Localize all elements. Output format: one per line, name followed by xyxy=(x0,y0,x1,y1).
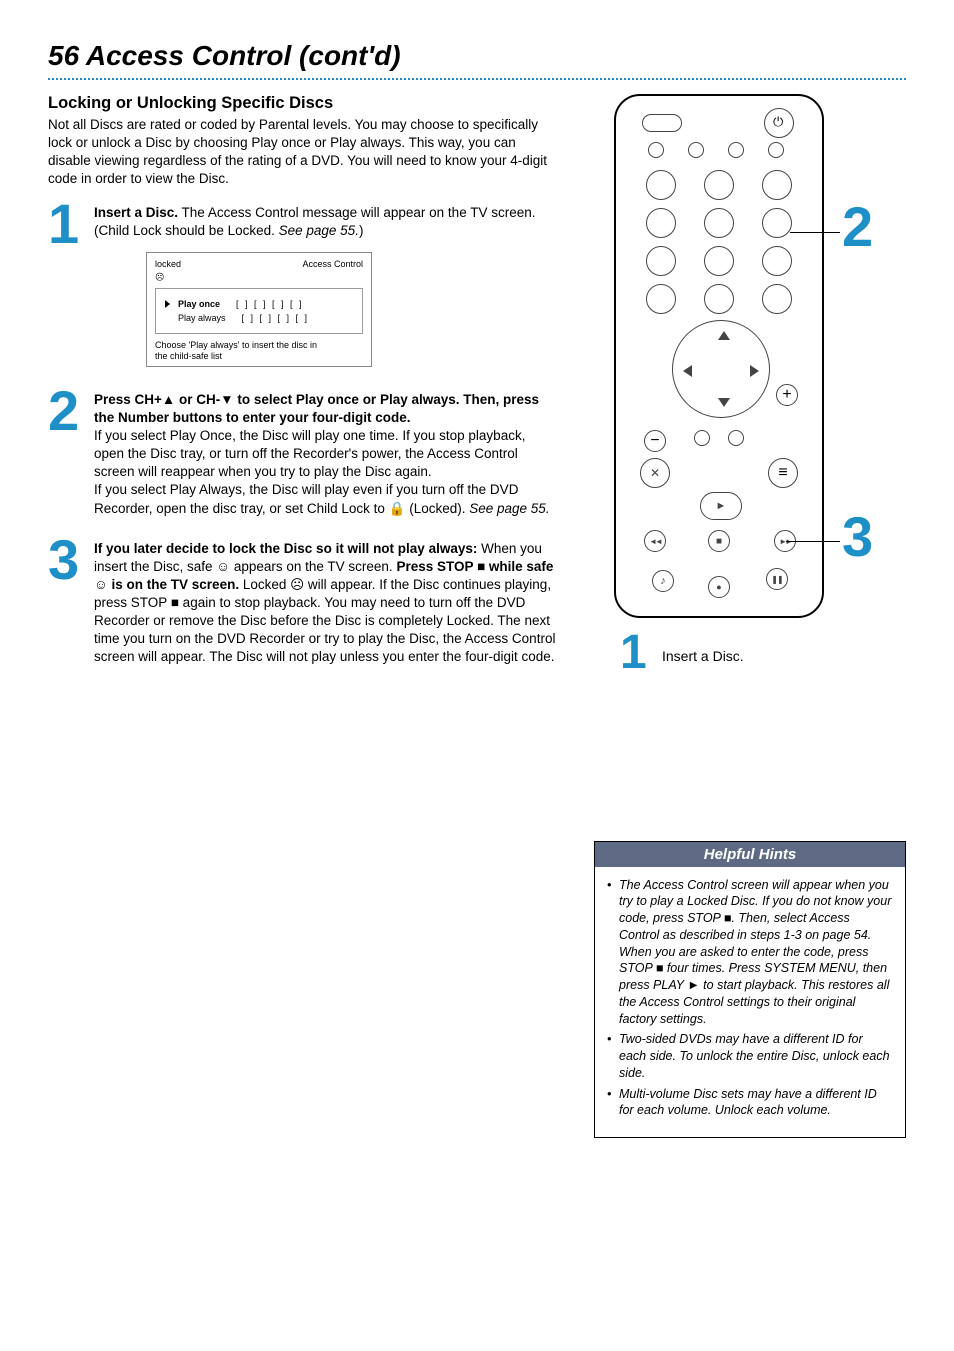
standby-button[interactable] xyxy=(642,114,682,132)
ac-locked-label: locked ☹ xyxy=(155,258,181,282)
callout-2: 2 xyxy=(842,202,873,252)
vol-up[interactable]: + xyxy=(776,384,798,406)
num-8[interactable] xyxy=(704,246,734,276)
num-9[interactable] xyxy=(762,246,792,276)
two-column-layout: Locking or Unlocking Specific Discs Not … xyxy=(48,94,906,1138)
ac-row-play-once: Play once [ ] [ ] [ ] [ ] xyxy=(165,298,353,310)
lock-icon: 🔒 xyxy=(389,501,406,516)
ac-message: Choose 'Play always' to insert the disc … xyxy=(147,340,371,366)
pause-button[interactable] xyxy=(766,568,788,590)
main-column: Locking or Unlocking Specific Discs Not … xyxy=(48,94,558,1138)
step-1-body: Insert a Disc. The Access Control messag… xyxy=(94,204,558,369)
step-2-italic: See page 55. xyxy=(469,501,549,516)
nav-right-icon xyxy=(750,365,759,377)
step-number-2: 2 xyxy=(48,391,86,518)
play-button[interactable] xyxy=(700,492,742,520)
remote-illustration: − + ≡ 2 3 xyxy=(594,94,906,618)
top-btn-2[interactable] xyxy=(688,142,704,158)
ac-code-boxes-1: [ ] [ ] [ ] [ ] xyxy=(236,298,304,310)
side-column: − + ≡ 2 3 xyxy=(594,94,906,1138)
hint-2: Two-sided DVDs may have a different ID f… xyxy=(607,1031,893,1081)
section-title: Locking or Unlocking Specific Discs xyxy=(48,94,558,113)
mute-button[interactable] xyxy=(640,458,670,488)
ac-header: locked ☹ Access Control xyxy=(147,253,371,285)
callout-line-2 xyxy=(790,232,840,233)
triangle-icon xyxy=(165,300,170,308)
sad-face-icon: ☹ xyxy=(155,272,164,282)
ac-row-play-always: Play always [ ] [ ] [ ] [ ] xyxy=(165,312,353,324)
power-button[interactable] xyxy=(764,108,794,138)
intro-paragraph: Not all Discs are rated or coded by Pare… xyxy=(48,116,558,188)
num-2[interactable] xyxy=(704,170,734,200)
helpful-hints-title: Helpful Hints xyxy=(595,842,905,867)
step-3: 3 If you later decide to lock the Disc s… xyxy=(48,540,558,667)
nav-left-icon xyxy=(683,365,692,377)
navigation-ring[interactable] xyxy=(672,320,770,418)
access-control-panel: locked ☹ Access Control Play once [ ] [ … xyxy=(146,252,372,367)
step-number-3: 3 xyxy=(48,540,86,667)
num-extra-r[interactable] xyxy=(762,284,792,314)
ac-code-boxes-2: [ ] [ ] [ ] [ ] xyxy=(242,312,310,324)
aux-1[interactable] xyxy=(694,430,710,446)
hint-3: Multi-volume Disc sets may have a differ… xyxy=(607,1086,893,1120)
ac-msg-line1: Choose 'Play always' to insert the disc … xyxy=(155,340,363,352)
num-6[interactable] xyxy=(762,208,792,238)
helpful-hints-body: The Access Control screen will appear wh… xyxy=(595,867,905,1138)
num-extra-l[interactable] xyxy=(646,284,676,314)
hint-1: The Access Control screen will appear wh… xyxy=(607,877,893,1028)
tuner-button[interactable] xyxy=(652,570,674,592)
num-3[interactable] xyxy=(762,170,792,200)
nav-up-icon xyxy=(718,331,730,340)
menu-button[interactable]: ≡ xyxy=(768,458,798,488)
step-number-1: 1 xyxy=(48,204,86,369)
top-btn-3[interactable] xyxy=(728,142,744,158)
num-4[interactable] xyxy=(646,208,676,238)
nav-down-icon xyxy=(718,398,730,407)
step-2: 2 Press CH+▲ or CH-▼ to select Play once… xyxy=(48,391,558,518)
page-title: 56 Access Control (cont'd) xyxy=(48,40,906,80)
step-2-p2: If you select Play Always, the Disc will… xyxy=(94,481,558,517)
insert-disc-step: 1 Insert a Disc. xyxy=(620,636,906,671)
remote-outline: − + ≡ xyxy=(614,94,824,618)
ac-play-always-label: Play always xyxy=(178,312,226,324)
step-1-italic: See page 55. xyxy=(279,223,359,238)
insert-step-number: 1 xyxy=(620,636,658,671)
step-1-tail: ) xyxy=(359,223,364,238)
ac-locked-text: locked xyxy=(155,259,181,269)
step-3-body: If you later decide to lock the Disc so … xyxy=(94,540,558,667)
top-btn-1[interactable] xyxy=(648,142,664,158)
vol-down[interactable]: − xyxy=(644,430,666,452)
num-0[interactable] xyxy=(704,284,734,314)
top-btn-4[interactable] xyxy=(768,142,784,158)
helpful-hints-box: Helpful Hints The Access Control screen … xyxy=(594,841,906,1139)
step-1: 1 Insert a Disc. The Access Control mess… xyxy=(48,204,558,369)
step-2-p2b: (Locked). xyxy=(405,501,469,516)
record-button[interactable] xyxy=(708,576,730,598)
num-5[interactable] xyxy=(704,208,734,238)
step-3-lead: If you later decide to lock the Disc so … xyxy=(94,541,477,556)
step-2-lead: Press CH+▲ or CH-▼ to select Play once o… xyxy=(94,391,558,427)
rewind-button[interactable] xyxy=(644,530,666,552)
ac-title: Access Control xyxy=(302,258,363,282)
step-1-lead: Insert a Disc. xyxy=(94,205,178,220)
callout-line-3 xyxy=(786,541,840,542)
step-2-body: Press CH+▲ or CH-▼ to select Play once o… xyxy=(94,391,558,518)
num-7[interactable] xyxy=(646,246,676,276)
num-1[interactable] xyxy=(646,170,676,200)
ac-play-once-label: Play once xyxy=(178,298,220,310)
aux-2[interactable] xyxy=(728,430,744,446)
stop-button[interactable] xyxy=(708,530,730,552)
callout-3: 3 xyxy=(842,512,873,562)
step-2-p1: If you select Play Once, the Disc will p… xyxy=(94,427,558,481)
insert-disc-label: Insert a Disc. xyxy=(662,636,744,664)
ac-msg-line2: the child-safe list xyxy=(155,351,363,363)
ac-options: Play once [ ] [ ] [ ] [ ] Play always [ … xyxy=(155,288,363,334)
